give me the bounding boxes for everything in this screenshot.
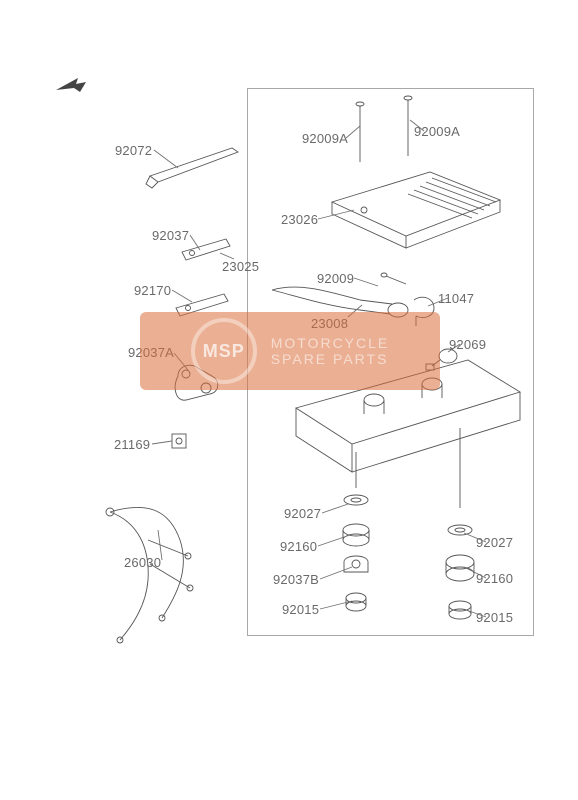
watermark-logo-text: MSP	[203, 341, 245, 362]
watermark-line2: SPARE PARTS	[271, 351, 390, 367]
ref-label-92009: 92009	[317, 271, 354, 286]
ref-label-92160_l: 92160	[280, 539, 317, 554]
watermark-line1: MOTORCYCLE	[271, 335, 390, 351]
diagram-canvas: 9207292037230259217092037A21169260309200…	[0, 0, 578, 800]
leader-92170	[172, 290, 192, 302]
leader-21169	[152, 441, 172, 444]
leader-92009	[354, 278, 378, 286]
ref-label-92015_r: 92015	[476, 610, 513, 625]
leader-92027_l	[322, 504, 348, 513]
ref-label-23025: 23025	[222, 259, 259, 274]
ref-label-92027_l: 92027	[284, 506, 321, 521]
ref-label-92170: 92170	[134, 283, 171, 298]
ref-label-92160_r: 92160	[476, 571, 513, 586]
ref-label-21169: 21169	[114, 437, 150, 452]
leader-23026	[318, 210, 354, 219]
ref-label-26030: 26030	[124, 555, 161, 570]
leader-92015_l	[320, 601, 352, 609]
watermark-text: MOTORCYCLE SPARE PARTS	[271, 335, 390, 367]
ref-label-92072: 92072	[115, 143, 152, 158]
leader-92009A_l	[346, 126, 360, 138]
leader-92160_l	[318, 535, 350, 546]
ref-label-23026: 23026	[281, 212, 318, 227]
watermark: MSP MOTORCYCLE SPARE PARTS	[140, 312, 440, 390]
leader-92072	[154, 150, 178, 168]
leader-92037B	[320, 567, 352, 579]
ref-label-92037B: 92037B	[273, 572, 319, 587]
watermark-logo-icon: MSP	[191, 318, 257, 384]
leader-92037	[190, 235, 200, 250]
ref-label-92009A_l: 92009A	[302, 131, 348, 146]
ref-label-92009A_r: 92009A	[414, 124, 460, 139]
ref-label-92027_r: 92027	[476, 535, 513, 550]
ref-label-92069: 92069	[449, 337, 486, 352]
ref-label-92015_l: 92015	[282, 602, 319, 617]
ref-label-11047: 11047	[438, 291, 474, 306]
ref-label-92037: 92037	[152, 228, 189, 243]
leader-lines	[0, 0, 578, 800]
